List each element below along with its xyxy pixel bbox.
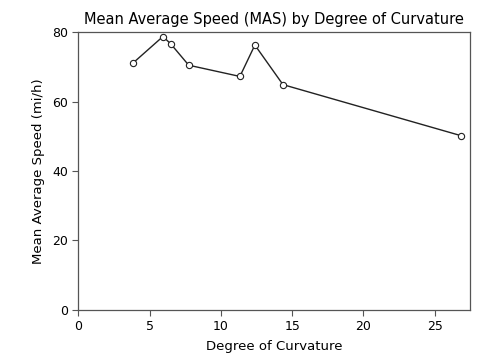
Title: Mean Average Speed (MAS) by Degree of Curvature: Mean Average Speed (MAS) by Degree of Cu…: [84, 12, 465, 27]
X-axis label: Degree of Curvature: Degree of Curvature: [206, 340, 343, 353]
Y-axis label: Mean Average Speed (mi/h): Mean Average Speed (mi/h): [32, 78, 45, 264]
